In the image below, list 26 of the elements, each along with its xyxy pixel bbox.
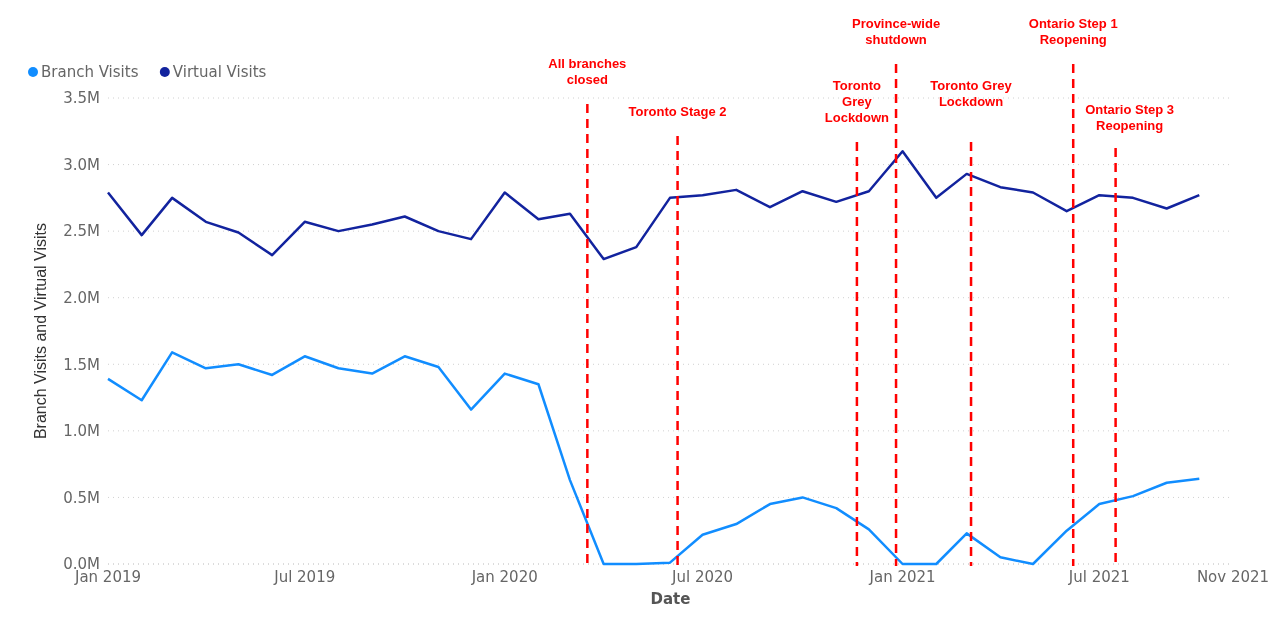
x-tick-label: Jan 2021: [868, 568, 936, 586]
line-series: [106, 150, 1201, 261]
ref-line-label: Ontario Step 1 Reopening: [1028, 16, 1118, 47]
x-axis-title: Date: [650, 590, 691, 608]
ref-line-label: All branches closed: [548, 56, 627, 87]
y-tick-label: 0.5M: [63, 488, 100, 507]
y-tick-label: 3.0M: [63, 155, 100, 174]
y-axis-title: Branch Visits and Virtual Visits: [32, 222, 49, 440]
ref-line-label: Toronto Grey Lockdown: [930, 78, 1013, 109]
line-series: [106, 351, 1201, 566]
x-tick-label: Jul 2020: [671, 568, 734, 586]
y-tick-label: 3.5M: [63, 89, 100, 108]
y-tick-label: 1.0M: [63, 422, 100, 441]
y-tick-label: 2.0M: [63, 288, 100, 307]
ref-line-label: Toronto Stage 2: [628, 104, 727, 119]
ref-line-label: Province-wide shutdown: [851, 16, 941, 47]
x-tick-label: Jul 2021: [1067, 568, 1130, 586]
y-tick-label: 2.5M: [63, 222, 100, 241]
ref-line-label: Ontario Step 3 Reopening: [1085, 102, 1175, 133]
legend-label: Branch Visits: [41, 63, 139, 82]
x-tick-label: Nov 2021: [1196, 568, 1270, 586]
x-tick-label: Jan 2020: [470, 568, 538, 586]
x-tick-label: Jul 2019: [273, 568, 336, 586]
ref-line-label: Toronto Grey Lockdown: [824, 78, 890, 125]
legend-label: Virtual Visits: [172, 63, 267, 82]
y-tick-label: 1.5M: [63, 355, 100, 374]
